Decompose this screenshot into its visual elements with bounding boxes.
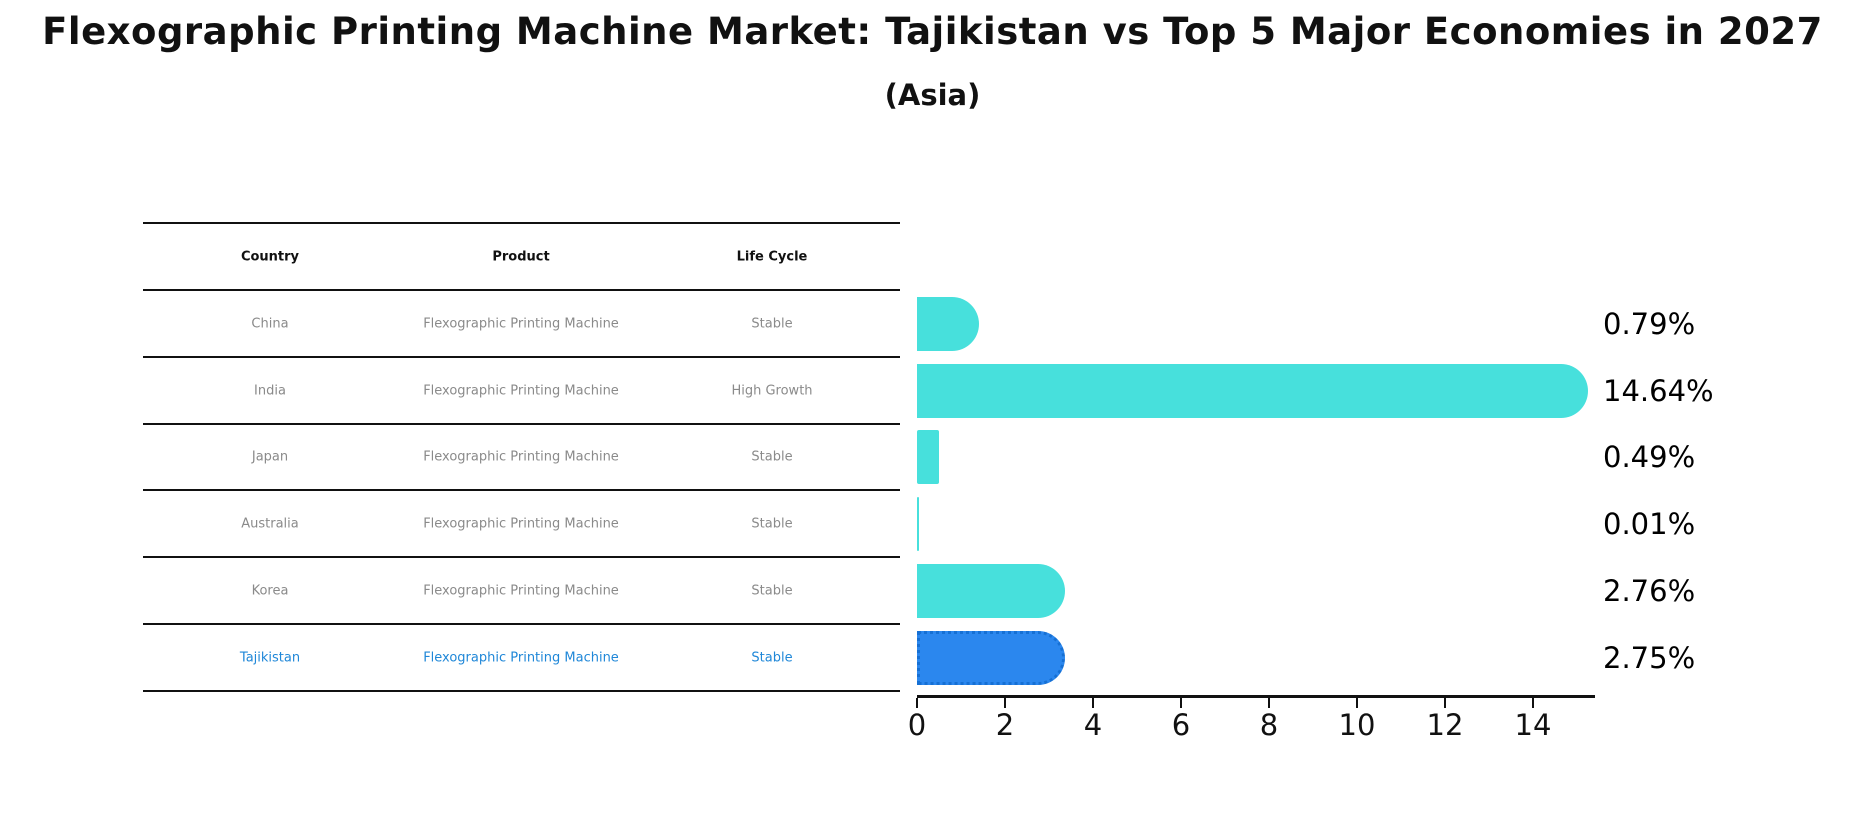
x-axis-line [917, 695, 1595, 698]
x-axis-tick [1444, 698, 1446, 708]
bar-value-label: 2.75% [1603, 640, 1696, 675]
bar-value-label: 0.49% [1603, 440, 1696, 474]
x-axis-tick [1356, 698, 1358, 708]
table-cell-country: Tajikistan [239, 650, 301, 665]
table-cell-product: Flexographic Printing Machine [423, 583, 619, 598]
bar-value-label: 2.76% [1603, 573, 1696, 608]
table-cell-life-cycle: High Growth [731, 383, 813, 398]
bar-australia [917, 496, 919, 551]
x-axis-tick [916, 698, 918, 708]
table-rule [143, 556, 900, 558]
x-axis-tick-label: 14 [1514, 708, 1552, 742]
x-axis-tick [1532, 698, 1534, 708]
table-cell-product: Flexographic Printing Machine [423, 449, 619, 465]
x-axis-tick-label: 4 [1083, 708, 1103, 742]
x-axis-tick-label: 10 [1338, 708, 1376, 742]
bar-value-label: 14.64% [1603, 373, 1714, 408]
table-cell-product: Flexographic Printing Machine [423, 316, 619, 331]
table-cell-country: Japan [251, 449, 289, 465]
chart-title: Flexographic Printing Machine Market: Ta… [42, 10, 1823, 53]
table-header-product: Product [492, 249, 550, 264]
bar-india [917, 363, 1589, 418]
table-header-life-cycle: Life Cycle [736, 249, 808, 264]
x-axis-tick [1004, 698, 1006, 708]
x-axis-tick-label: 6 [1171, 708, 1191, 742]
x-axis-tick [1180, 698, 1182, 708]
x-axis-tick-label: 2 [995, 708, 1015, 742]
table-cell-country: China [251, 316, 289, 331]
bar-korea [917, 563, 1066, 618]
table-cell-life-cycle: Stable [751, 516, 793, 531]
table-rule [143, 222, 900, 224]
table-rule [143, 489, 900, 491]
table-cell-product: Flexographic Printing Machine [423, 516, 619, 531]
table-cell-life-cycle: Stable [751, 449, 793, 465]
table-cell-country: Australia [241, 516, 299, 531]
table-cell-product: Flexographic Printing Machine [423, 650, 619, 665]
table-cell-product: Flexographic Printing Machine [423, 383, 619, 398]
x-axis-tick [1268, 698, 1270, 708]
table-header-country: Country [240, 249, 300, 264]
table-rule [143, 690, 900, 692]
table-rule [143, 356, 900, 358]
bar-japan [917, 430, 939, 484]
table-rule [143, 623, 900, 625]
bar-value-label: 0.79% [1603, 306, 1696, 341]
chart-subtitle: (Asia) [884, 78, 981, 112]
x-axis-tick-label: 0 [907, 708, 927, 742]
x-axis-tick [1092, 698, 1094, 708]
x-axis-tick-label: 12 [1426, 708, 1464, 742]
table-cell-life-cycle: Stable [751, 316, 793, 331]
x-axis-tick-label: 8 [1259, 708, 1279, 742]
table-cell-life-cycle: Stable [751, 583, 793, 598]
table-rule [143, 289, 900, 291]
bar-value-label: 0.01% [1603, 506, 1696, 541]
table-cell-life-cycle: Stable [751, 650, 793, 665]
bar-china [917, 296, 979, 351]
table-cell-country: Korea [251, 583, 289, 598]
table-cell-country: India [254, 383, 286, 398]
table-rule [143, 423, 900, 425]
bar-tajikistan [917, 630, 1065, 685]
